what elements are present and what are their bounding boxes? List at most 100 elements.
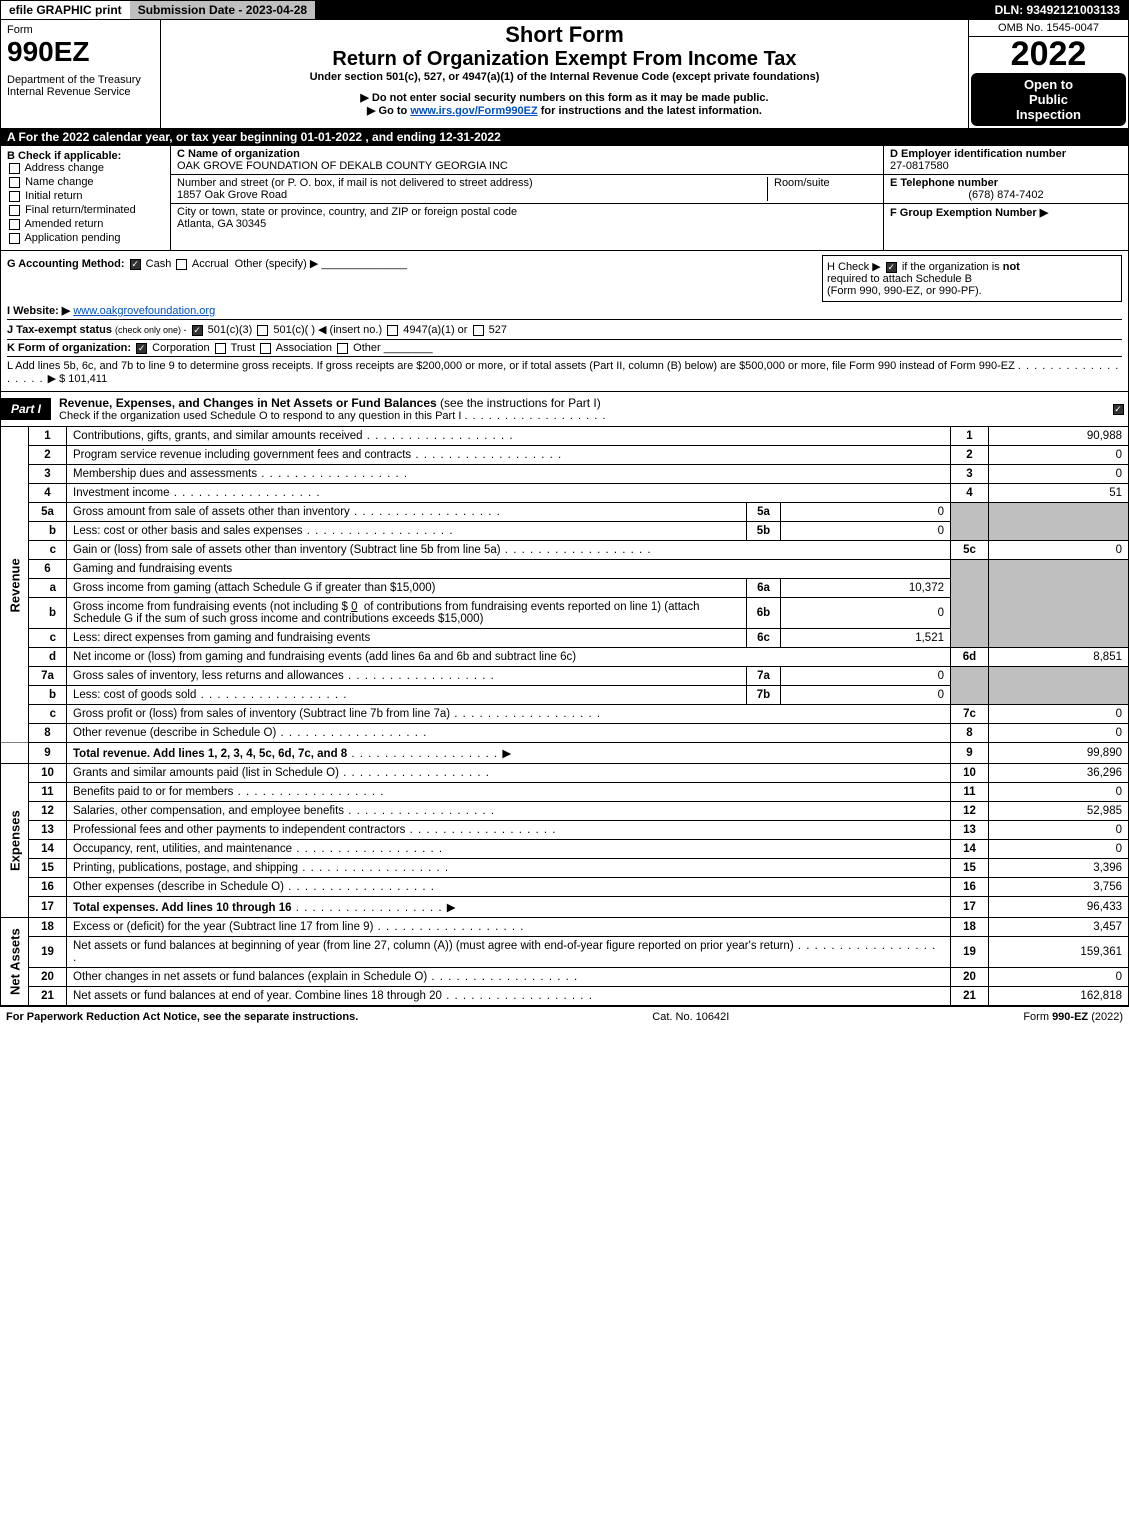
dept-2: Internal Revenue Service (7, 86, 154, 98)
netassets-label: Net Assets (1, 918, 29, 1006)
col-d: D Employer identification number 27-0817… (883, 146, 1128, 250)
checkbox-icon[interactable] (9, 233, 20, 244)
b-label: B Check if applicable: (7, 150, 121, 162)
line-i: I Website: ▶ www.oakgrovefoundation.org (7, 302, 1122, 319)
open-3: Inspection (973, 107, 1124, 122)
form-number: 990EZ (7, 36, 154, 68)
street-row: Number and street (or P. O. box, if mail… (171, 175, 883, 204)
telephone: (678) 874-7402 (890, 189, 1122, 201)
website-link[interactable]: www.oakgrovefoundation.org (73, 305, 215, 317)
city-label: City or town, state or province, country… (177, 206, 517, 218)
checkbox-icon[interactable] (176, 259, 187, 270)
efile-label: efile GRAPHIC print (1, 1, 130, 19)
checkbox-icon[interactable] (9, 163, 20, 174)
checkbox-icon[interactable] (337, 343, 348, 354)
header-left: Form 990EZ Department of the Treasury In… (1, 20, 161, 128)
table-row: 8 Other revenue (describe in Schedule O)… (1, 724, 1129, 743)
table-row: Expenses 10 Grants and similar amounts p… (1, 764, 1129, 783)
table-row: 3 Membership dues and assessments 3 0 (1, 465, 1129, 484)
goto-link[interactable]: www.irs.gov/Form990EZ (410, 105, 537, 117)
ein-row: D Employer identification number 27-0817… (884, 146, 1128, 175)
room-label: Room/suite (774, 177, 830, 189)
form-title: Return of Organization Exempt From Incom… (167, 48, 962, 71)
f-label: F Group Exemption Number ▶ (890, 207, 1048, 219)
group-row: F Group Exemption Number ▶ (884, 204, 1128, 221)
part1-sub: Check if the organization used Schedule … (59, 410, 1100, 422)
top-bar: efile GRAPHIC print Submission Date - 20… (0, 0, 1129, 20)
org-name: OAK GROVE FOUNDATION OF DEKALB COUNTY GE… (177, 160, 508, 172)
checkbox-icon[interactable] (9, 191, 20, 202)
line-j: J Tax-exempt status (check only one) - ✓… (7, 319, 1122, 340)
page-footer: For Paperwork Reduction Act Notice, see … (0, 1006, 1129, 1027)
d-label: D Employer identification number (890, 148, 1066, 160)
table-row: d Net income or (loss) from gaming and f… (1, 648, 1129, 667)
col-b: B Check if applicable: Address change Na… (1, 146, 171, 250)
chk-name: Name change (7, 176, 164, 188)
footer-left: For Paperwork Reduction Act Notice, see … (6, 1011, 358, 1023)
checkbox-icon[interactable] (215, 343, 226, 354)
table-row: 7a Gross sales of inventory, less return… (1, 667, 1129, 686)
section-ghijkl: G Accounting Method: ✓ Cash Accrual Othe… (0, 251, 1129, 392)
open-1: Open to (973, 77, 1124, 92)
table-row: Revenue 1 Contributions, gifts, grants, … (1, 427, 1129, 446)
checkbox-icon[interactable] (387, 325, 398, 336)
line-l: L Add lines 5b, 6c, and 7b to line 9 to … (7, 356, 1122, 387)
j-label: J Tax-exempt status (7, 324, 112, 336)
checkbox-icon[interactable] (257, 325, 268, 336)
tel-row: E Telephone number (678) 874-7402 (884, 175, 1128, 204)
form-header: Form 990EZ Department of the Treasury In… (0, 20, 1129, 128)
form-subtitle: Under section 501(c), 527, or 4947(a)(1)… (167, 71, 962, 83)
table-row: 20 Other changes in net assets or fund b… (1, 968, 1129, 987)
table-row: c Gain or (loss) from sale of assets oth… (1, 541, 1129, 560)
table-row: 16 Other expenses (describe in Schedule … (1, 878, 1129, 897)
checkbox-icon[interactable] (260, 343, 271, 354)
table-row: 12 Salaries, other compensation, and emp… (1, 802, 1129, 821)
line-h: H Check ▶ ✓ if the organization is not r… (822, 255, 1122, 302)
part1-checkbox: ✓ (1108, 402, 1128, 416)
checkbox-icon[interactable]: ✓ (130, 259, 141, 270)
line-g: G Accounting Method: ✓ Cash Accrual Othe… (7, 255, 822, 302)
ssn-warning: ▶ Do not enter social security numbers o… (167, 91, 962, 104)
open-2: Public (973, 92, 1124, 107)
i-label: I Website: ▶ (7, 305, 70, 317)
tax-year: 2022 (969, 37, 1128, 71)
checkbox-icon[interactable] (9, 205, 20, 216)
line-k: K Form of organization: ✓ Corporation Tr… (7, 340, 1122, 356)
table-row: c Gross profit or (loss) from sales of i… (1, 705, 1129, 724)
city-row: City or town, state or province, country… (171, 204, 883, 232)
checkbox-icon[interactable]: ✓ (192, 325, 203, 336)
chk-amended: Amended return (7, 218, 164, 230)
ein: 27-0817580 (890, 160, 949, 172)
col-c: C Name of organization OAK GROVE FOUNDAT… (171, 146, 883, 250)
footer-right: Form 990-EZ (2022) (1023, 1011, 1123, 1023)
table-row: 2 Program service revenue including gove… (1, 446, 1129, 465)
table-row: 4 Investment income 4 51 (1, 484, 1129, 503)
table-row: 5a Gross amount from sale of assets othe… (1, 503, 1129, 522)
table-row: 6 Gaming and fundraising events (1, 560, 1129, 579)
checkbox-icon[interactable] (473, 325, 484, 336)
k-label: K Form of organization: (7, 342, 131, 354)
org-name-row: C Name of organization OAK GROVE FOUNDAT… (171, 146, 883, 175)
form-word: Form (7, 24, 154, 36)
part1-table: Revenue 1 Contributions, gifts, grants, … (0, 427, 1129, 1006)
chk-address: Address change (7, 162, 164, 174)
checkbox-icon[interactable] (9, 177, 20, 188)
line-a: A For the 2022 calendar year, or tax yea… (0, 128, 1129, 146)
goto-post: for instructions and the latest informat… (541, 105, 762, 117)
table-row: 17 Total expenses. Add lines 10 through … (1, 897, 1129, 918)
dept-1: Department of the Treasury (7, 74, 154, 86)
chk-final: Final return/terminated (7, 204, 164, 216)
goto-pre: ▶ Go to (367, 105, 410, 117)
table-row: 11 Benefits paid to or for members 11 0 (1, 783, 1129, 802)
checkbox-icon[interactable] (9, 219, 20, 230)
chk-initial: Initial return (7, 190, 164, 202)
checkbox-icon[interactable]: ✓ (1113, 404, 1124, 415)
expenses-label: Expenses (1, 764, 29, 918)
street: 1857 Oak Grove Road (177, 189, 287, 201)
revenue-label: Revenue (1, 427, 29, 743)
part1-header: Part I Revenue, Expenses, and Changes in… (0, 392, 1129, 427)
checkbox-icon[interactable]: ✓ (136, 343, 147, 354)
section-bcdef: B Check if applicable: Address change Na… (0, 146, 1129, 251)
checkbox-icon[interactable]: ✓ (886, 262, 897, 273)
part1-title: Revenue, Expenses, and Changes in Net As… (51, 392, 1108, 426)
